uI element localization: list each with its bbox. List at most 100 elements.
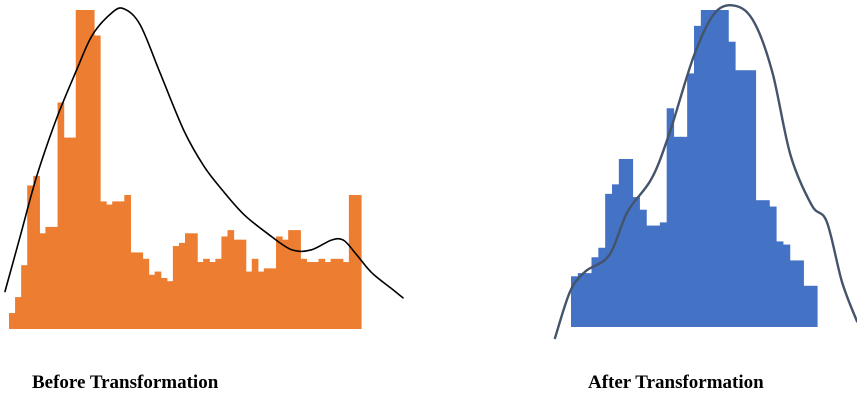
histogram-bar: [57, 102, 65, 329]
histogram-bar: [584, 273, 593, 327]
histogram-bar: [63, 137, 71, 329]
histogram-bar: [632, 197, 640, 327]
histogram-bar: [166, 281, 174, 329]
histogram-bar: [728, 41, 736, 327]
histogram-bar: [673, 136, 681, 327]
histogram-bar: [142, 258, 150, 329]
histogram-bar: [51, 226, 59, 329]
histogram-bar: [653, 225, 661, 327]
histogram-bar: [694, 25, 702, 327]
histogram-bar: [136, 252, 144, 329]
histogram-bar: [124, 195, 131, 329]
histogram-bar: [342, 262, 350, 329]
histogram-bar: [748, 70, 757, 327]
histogram-bar: [769, 206, 777, 327]
histogram-bar: [577, 273, 586, 327]
after-transformation-caption: After Transformation: [588, 372, 764, 393]
histogram-bar: [612, 184, 620, 327]
histogram-bar: [646, 225, 654, 327]
histogram-bar: [215, 258, 223, 329]
histogram-bar: [257, 271, 265, 329]
histogram-bar: [21, 265, 28, 329]
histogram-bar: [707, 10, 716, 327]
histogram-bar: [263, 268, 271, 329]
before-transformation-histogram: [4, 7, 404, 330]
histogram-bar: [659, 222, 668, 327]
histogram-bar: [591, 257, 599, 327]
histogram-bar: [172, 246, 180, 329]
histogram-bar: [625, 158, 634, 327]
histogram-bar: [618, 158, 627, 327]
histogram-bar: [203, 258, 210, 329]
histogram-bar: [571, 276, 579, 327]
histogram-bar: [810, 285, 818, 327]
histogram-bar: [154, 271, 162, 329]
histogram-bar: [197, 262, 204, 329]
histogram-bar: [93, 35, 101, 330]
histogram-bar: [803, 285, 811, 327]
histogram-bar: [191, 233, 198, 329]
histogram-bar: [294, 230, 301, 329]
histogram-bar: [605, 193, 613, 327]
histogram-bar: [789, 260, 798, 327]
histogram-bar: [776, 241, 784, 327]
histogram-bar: [269, 268, 277, 329]
histogram-bar: [330, 258, 338, 329]
histogram-bar: [598, 247, 606, 327]
histogram-bar: [27, 185, 34, 329]
histogram-bar: [714, 10, 722, 327]
histogram-bar: [130, 252, 138, 329]
histogram-bar: [282, 239, 289, 329]
histogram-bar: [245, 271, 253, 329]
histogram-bar: [796, 260, 804, 327]
histogram-bar: [300, 258, 307, 329]
histogram-bar: [324, 262, 332, 329]
histogram-bar: [118, 201, 125, 329]
histogram-bar: [39, 233, 47, 329]
histogram-bar: [45, 226, 53, 329]
histogram-bar: [639, 209, 647, 327]
density-curve: [553, 3, 857, 340]
histogram-bar: [87, 10, 95, 329]
histogram-bar: [75, 10, 83, 329]
histogram-bar: [239, 239, 247, 329]
histogram-bar: [33, 175, 40, 329]
histogram-bar: [209, 262, 216, 329]
histogram-bar: [288, 230, 295, 329]
histogram-bar: [69, 137, 77, 329]
before-transformation-caption: Before Transformation: [32, 372, 219, 393]
histogram-bar: [687, 73, 695, 328]
histogram-bar: [276, 236, 283, 329]
histogram-bar: [148, 274, 156, 329]
histogram-bar: [227, 230, 235, 329]
histogram-bar: [233, 239, 241, 329]
histogram-bar: [106, 204, 113, 329]
histogram-bar: [700, 10, 709, 327]
histogram-bar: [318, 258, 326, 329]
after-transformation-histogram: [553, 3, 857, 340]
histogram-bar: [348, 195, 356, 329]
histogram-bar: [782, 244, 791, 327]
histogram-bar: [755, 200, 763, 327]
histogram-bar: [680, 136, 688, 327]
histogram-bar: [9, 313, 16, 329]
histogram-bar: [15, 297, 22, 329]
histogram-bar: [112, 201, 119, 329]
histogram-bar: [721, 10, 729, 327]
histogram-bar: [221, 236, 229, 329]
histogram-bar: [100, 201, 107, 329]
histogram-bar: [178, 242, 186, 329]
histogram-bar: [354, 195, 362, 329]
histogram-bar: [762, 200, 770, 327]
histogram-bar: [741, 70, 750, 327]
histogram-bar: [306, 262, 314, 329]
histogram-bar: [251, 258, 259, 329]
density-curve: [4, 7, 404, 299]
histogram-bar: [81, 10, 89, 329]
histogram-bar: [336, 258, 344, 329]
histogram-bar: [185, 233, 192, 329]
histogram-bar: [666, 108, 675, 328]
histogram-bar: [160, 277, 168, 329]
histogram-bar: [312, 262, 320, 329]
